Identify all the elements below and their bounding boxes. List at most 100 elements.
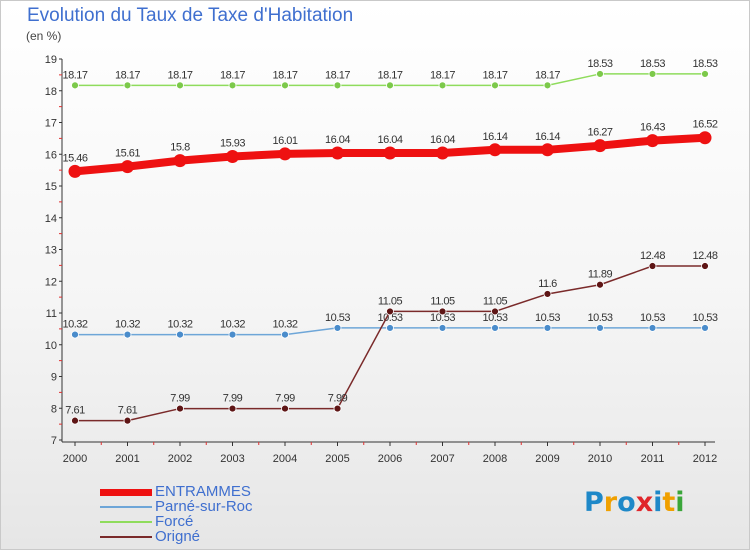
data-label: 16.43 [640, 122, 665, 134]
x-tick-label: 2002 [168, 453, 192, 465]
data-label: 18.17 [220, 69, 245, 81]
logo-letter: x [635, 487, 654, 518]
logo-letter: i [653, 487, 663, 518]
y-tick-label: 17 [45, 118, 57, 130]
y-tick-label: 15 [45, 181, 57, 193]
data-point [438, 307, 447, 316]
data-point [123, 416, 132, 425]
data-point [593, 139, 607, 153]
data-label: 7.61 [118, 405, 138, 417]
data-label: 18.17 [62, 69, 87, 81]
data-point [543, 324, 552, 332]
data-label: 12.48 [640, 250, 665, 262]
data-label: 16.14 [482, 131, 507, 143]
legend-label: Origné [155, 528, 201, 545]
data-point [123, 330, 132, 339]
data-label: 16.01 [272, 135, 297, 147]
data-label: 10.53 [325, 312, 350, 324]
data-label: 10.53 [377, 312, 402, 324]
data-point [596, 70, 604, 78]
data-point [436, 146, 449, 160]
data-label: 10.53 [587, 312, 612, 324]
x-tick-label: 2007 [430, 453, 454, 465]
x-tick-label: 2005 [325, 453, 349, 465]
data-point [491, 81, 499, 90]
logo-letter: P [584, 487, 604, 518]
data-point [541, 143, 554, 157]
y-tick-label: 8 [51, 403, 57, 415]
data-label: 10.53 [640, 312, 665, 324]
x-tick-label: 2008 [483, 453, 507, 465]
data-label: 7.99 [275, 393, 295, 405]
x-tick-label: 2001 [115, 453, 139, 465]
data-point [123, 81, 132, 90]
data-label: 18.53 [692, 58, 717, 70]
data-point [386, 81, 394, 90]
data-label: 18.17 [535, 69, 560, 81]
data-point [491, 307, 499, 316]
chart-title: Evolution du Taux de Taxe d'Habitation [27, 5, 354, 26]
data-label: 12.48 [692, 250, 717, 262]
data-label: 16.04 [377, 134, 402, 146]
data-point [68, 164, 82, 178]
data-point [646, 134, 659, 148]
legend-label: Forcé [155, 513, 194, 530]
x-tick-label: 2011 [641, 453, 665, 465]
data-label: 15.61 [115, 148, 140, 160]
data-point [281, 330, 289, 339]
data-label: 11.6 [538, 278, 557, 290]
y-tick-label: 9 [51, 372, 57, 384]
data-label: 10.32 [272, 319, 297, 331]
x-tick-label: 2009 [535, 453, 559, 465]
data-point [438, 81, 447, 90]
data-label: 7.99 [328, 393, 348, 405]
legend-swatch [100, 536, 152, 538]
data-label: 10.32 [167, 319, 192, 331]
data-label: 18.53 [587, 58, 612, 70]
data-label: 10.53 [692, 312, 717, 324]
data-point [491, 324, 499, 332]
x-tick-label: 2012 [693, 453, 717, 465]
legend-swatch [100, 521, 152, 523]
logo-letter: t [662, 487, 676, 518]
data-point [228, 81, 237, 90]
data-label: 15.93 [220, 137, 245, 149]
y-tick-label: 16 [45, 149, 57, 161]
data-point [701, 70, 709, 78]
data-point [386, 324, 394, 332]
y-tick-label: 13 [45, 245, 57, 257]
data-point [278, 147, 292, 161]
data-label: 18.17 [272, 69, 297, 81]
data-label: 18.17 [325, 69, 350, 81]
data-point [701, 324, 709, 332]
data-point [71, 330, 79, 339]
data-label: 16.04 [430, 134, 455, 146]
legend-swatch [100, 488, 152, 496]
data-label: 18.17 [482, 69, 507, 81]
data-point [281, 81, 289, 90]
x-tick-label: 2010 [588, 453, 612, 465]
data-point [228, 330, 237, 339]
chart-subtitle: (en %) [26, 29, 62, 43]
y-tick-label: 7 [51, 435, 57, 447]
y-tick-label: 12 [45, 276, 57, 288]
data-label: 7.99 [223, 393, 243, 405]
data-label: 11.05 [378, 295, 403, 307]
legend-label: Parné-sur-Roc [155, 498, 253, 515]
data-label: 10.32 [115, 319, 140, 331]
data-label: 11.05 [483, 295, 508, 307]
data-point [543, 81, 552, 90]
data-label: 18.17 [115, 69, 140, 81]
data-point [281, 404, 289, 413]
logo-letter: o [617, 487, 636, 518]
data-point [386, 307, 394, 316]
logo-letter: r [603, 487, 618, 518]
data-label: 16.27 [587, 127, 612, 139]
data-point [701, 262, 709, 270]
y-tick-label: 18 [45, 86, 57, 98]
data-point [543, 290, 552, 298]
data-point [176, 404, 184, 413]
data-label: 18.17 [377, 69, 402, 81]
data-label: 16.04 [325, 134, 350, 146]
